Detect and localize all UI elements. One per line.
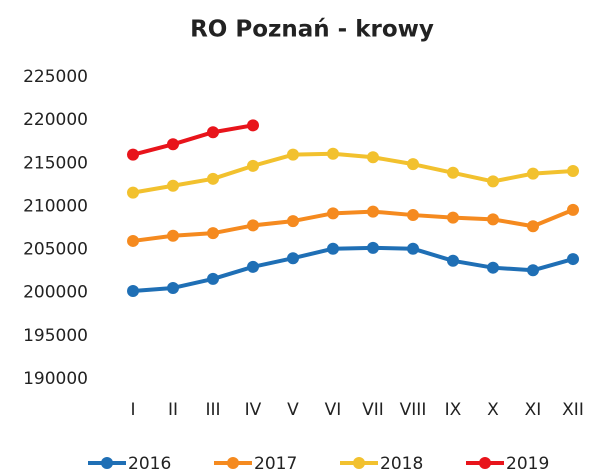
legend-marker bbox=[101, 457, 113, 469]
legend-label: 2017 bbox=[254, 454, 297, 472]
x-tick-label: II bbox=[168, 400, 178, 420]
data-point bbox=[367, 151, 379, 164]
data-point bbox=[447, 166, 459, 179]
data-point bbox=[287, 252, 299, 265]
x-tick-label: I bbox=[130, 400, 135, 420]
series-line bbox=[132, 245, 574, 293]
x-tick-label: IX bbox=[445, 400, 462, 420]
data-point bbox=[207, 227, 219, 240]
data-point bbox=[567, 203, 579, 216]
x-tick-label: VI bbox=[325, 400, 342, 420]
data-point bbox=[487, 175, 499, 188]
legend-marker bbox=[353, 457, 365, 469]
y-tick-label: 190000 bbox=[23, 369, 88, 389]
data-point bbox=[247, 260, 259, 273]
data-point bbox=[167, 179, 179, 192]
data-point bbox=[487, 261, 499, 274]
y-tick-label: 220000 bbox=[23, 110, 88, 130]
legend-marker bbox=[227, 457, 239, 469]
data-point bbox=[367, 241, 379, 254]
x-tick-label: X bbox=[487, 400, 499, 420]
data-point bbox=[247, 159, 259, 172]
x-tick-label: III bbox=[205, 400, 220, 420]
data-point bbox=[247, 119, 259, 132]
data-point bbox=[567, 165, 579, 178]
series-line bbox=[132, 123, 254, 157]
x-tick-label: IV bbox=[245, 400, 262, 420]
data-point bbox=[247, 219, 259, 232]
y-tick-label: 215000 bbox=[23, 153, 88, 173]
data-point bbox=[127, 234, 139, 247]
data-point bbox=[167, 138, 179, 151]
data-point bbox=[407, 209, 419, 222]
data-point bbox=[567, 253, 579, 266]
data-point bbox=[207, 126, 219, 139]
data-point bbox=[367, 205, 379, 218]
data-point bbox=[327, 207, 339, 220]
data-point bbox=[167, 229, 179, 242]
x-tick-label: VII bbox=[362, 400, 384, 420]
data-point bbox=[207, 272, 219, 285]
data-point bbox=[527, 220, 539, 233]
y-tick-label: 210000 bbox=[23, 196, 88, 216]
data-point bbox=[287, 148, 299, 161]
legend-marker bbox=[479, 457, 491, 469]
data-point bbox=[327, 147, 339, 160]
data-point bbox=[327, 242, 339, 255]
y-tick-label: 205000 bbox=[23, 240, 88, 260]
data-point bbox=[527, 264, 539, 277]
data-point bbox=[527, 167, 539, 180]
data-point bbox=[207, 172, 219, 185]
data-point bbox=[127, 148, 139, 161]
data-point bbox=[127, 284, 139, 297]
legend-label: 2018 bbox=[380, 454, 423, 472]
data-point bbox=[487, 213, 499, 226]
legend-label: 2016 bbox=[128, 454, 171, 472]
x-tick-label: VIII bbox=[400, 400, 427, 420]
chart-title: RO Poznań - krowy bbox=[190, 17, 434, 43]
data-point bbox=[287, 215, 299, 228]
data-point bbox=[407, 158, 419, 171]
series-line bbox=[132, 151, 574, 195]
y-tick-label: 200000 bbox=[23, 283, 88, 303]
series-line bbox=[132, 208, 574, 243]
data-point bbox=[167, 281, 179, 294]
legend-label: 2019 bbox=[506, 454, 549, 472]
y-tick-label: 225000 bbox=[23, 67, 88, 87]
data-point bbox=[447, 254, 459, 267]
x-tick-label: V bbox=[287, 400, 299, 420]
x-tick-label: XI bbox=[525, 400, 542, 420]
data-point bbox=[407, 242, 419, 255]
data-point bbox=[447, 211, 459, 224]
x-tick-label: XII bbox=[562, 400, 584, 420]
data-point bbox=[127, 186, 139, 199]
y-tick-label: 195000 bbox=[23, 326, 88, 346]
